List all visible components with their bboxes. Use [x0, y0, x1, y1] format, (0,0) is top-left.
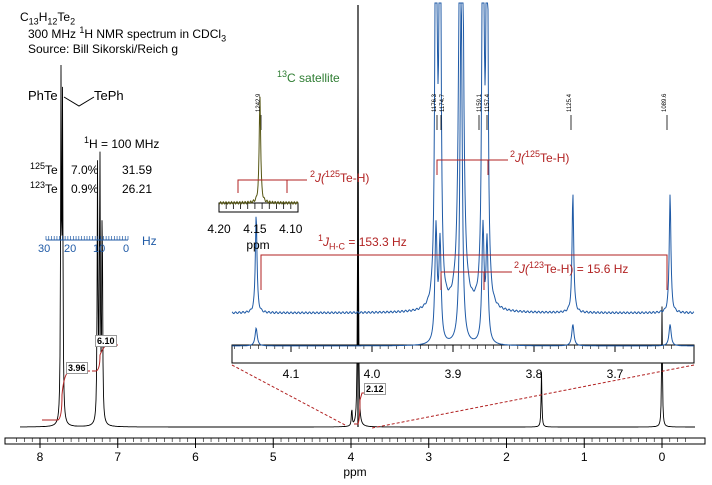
x-tick-label: 2: [503, 450, 510, 464]
small-inset-tick-label: 4.10: [279, 222, 303, 236]
satellite-trace: [218, 96, 299, 205]
x-tick-label: 8: [37, 450, 44, 464]
isotope-value: 31.59: [122, 163, 153, 177]
j-hc-label: 1JH-C = 153.3 Hz: [318, 233, 407, 252]
source-text: Source: Bill Sikorski/Reich g: [28, 42, 179, 56]
j-te123-label: 2J(123Te-H) = 15.6 Hz: [514, 260, 629, 277]
isotope-row: 125Te: [30, 161, 58, 178]
x-tick-label: 5: [270, 450, 277, 464]
isotope-row: 123Te: [30, 180, 58, 197]
integral-curve: [42, 370, 90, 421]
peak-label: 1125.4: [567, 94, 573, 112]
zoom-connector: [231, 364, 346, 426]
expansion-trace-upper: [231, 2, 695, 315]
scale-frequency: 1H = 100 MHz: [84, 135, 160, 152]
x-tick-label: 3: [425, 450, 432, 464]
formula: C13H12Te2: [20, 10, 76, 27]
inset-x-tick-label: 3.8: [526, 367, 543, 381]
c13-satellite-label: 13C satellite: [277, 69, 340, 86]
structure-left: PhTe: [28, 88, 58, 103]
x-tick-label: 1: [581, 450, 588, 464]
x-tick-label: 0: [659, 450, 666, 464]
x-axis-label: ppm: [343, 465, 366, 479]
inset-x-tick-label: 3.9: [445, 367, 462, 381]
small-inset-tick-label: 4.15: [243, 222, 267, 236]
peak-label: 1089.6: [662, 93, 668, 112]
j-te125-label: 2J(125Te-H): [510, 149, 570, 166]
inset-x-tick-label: 3.7: [607, 367, 624, 381]
hz-tick-label: 10: [93, 243, 106, 255]
hz-tick-label: 30: [38, 243, 51, 255]
inset-j-label: 2J(125Te-H): [310, 169, 370, 186]
j-hc-bracket: [260, 254, 668, 290]
inset-x-tick-label: 4.1: [283, 367, 300, 381]
hz-unit: Hz: [142, 234, 157, 248]
inset-j-bracket: [237, 179, 288, 193]
peak-label: 1174.7: [440, 94, 446, 112]
x-axis-frame: [4, 437, 706, 445]
spectrum-description: 300 MHz 1H NMR spectrum in CDCl3: [28, 25, 227, 44]
isotope-abundance: 7.0%: [71, 163, 99, 177]
structure-bond: [63, 96, 95, 107]
integral-label: 3.96: [66, 362, 88, 374]
x-tick-label: 6: [192, 450, 199, 464]
peak-label: 1157.4: [485, 94, 491, 112]
x-tick-label: 4: [348, 450, 355, 464]
inset-axis-frame: [231, 344, 695, 364]
integral-curve: [354, 392, 368, 425]
hz-tick-label: 0: [123, 243, 130, 255]
small-inset-axis: [218, 202, 299, 213]
structure-right: TePh: [94, 88, 124, 103]
integral-label: 6.10: [95, 335, 117, 347]
peak-label: 1242.9: [256, 93, 262, 112]
small-inset-axis-label: ppm: [246, 238, 269, 252]
isotope-abundance: 0.9%: [71, 182, 99, 196]
peak-label: 1176.3: [432, 94, 438, 112]
inset-x-tick-label: 4.0: [364, 367, 381, 381]
peak-label: 1159.1: [477, 94, 483, 112]
hz-tick-label: 20: [64, 243, 77, 255]
j-coupling-bracket: [436, 159, 489, 175]
x-tick-label: 7: [114, 450, 121, 464]
j-te123-bracket: [440, 271, 485, 290]
expansion-trace-lower: [232, 2, 694, 347]
isotope-value: 26.21: [122, 182, 153, 196]
small-inset-tick-label: 4.20: [207, 222, 231, 236]
integral-curve: [92, 344, 118, 372]
integral-label: 2.12: [364, 383, 386, 395]
